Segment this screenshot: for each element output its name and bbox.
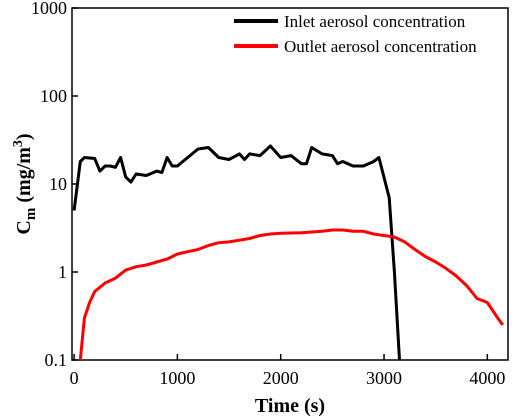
y-tick-label: 0.1 bbox=[45, 350, 68, 370]
x-tick-label: 4000 bbox=[469, 368, 505, 388]
y-axis-title-rest: (mg/m bbox=[13, 147, 35, 203]
y-axis-title-sup: 3 bbox=[11, 140, 26, 147]
y-tick-label: 1 bbox=[58, 262, 67, 282]
x-axis-title: Time (s) bbox=[255, 395, 325, 417]
y-axis-title-main: C bbox=[13, 220, 35, 234]
series-line bbox=[78, 228, 505, 361]
x-tick-label: 2000 bbox=[263, 368, 299, 388]
y-axis-title: Cm (mg/m3) bbox=[11, 133, 39, 234]
legend-label: Inlet aerosol concentration bbox=[284, 12, 466, 31]
y-axis-title-end: ) bbox=[13, 133, 35, 140]
x-tick-label: 3000 bbox=[366, 368, 402, 388]
y-tick-label: 1000 bbox=[31, 0, 67, 18]
y-tick-label: 10 bbox=[49, 174, 67, 194]
y-tick-label: 100 bbox=[40, 86, 67, 106]
series-line bbox=[72, 144, 401, 361]
x-tick-label: 1000 bbox=[159, 368, 195, 388]
x-tick-label: 0 bbox=[70, 368, 79, 388]
plot-frame bbox=[71, 7, 509, 361]
legend-label: Outlet aerosol concentration bbox=[284, 37, 477, 56]
y-axis-title-sub: m bbox=[23, 207, 39, 220]
